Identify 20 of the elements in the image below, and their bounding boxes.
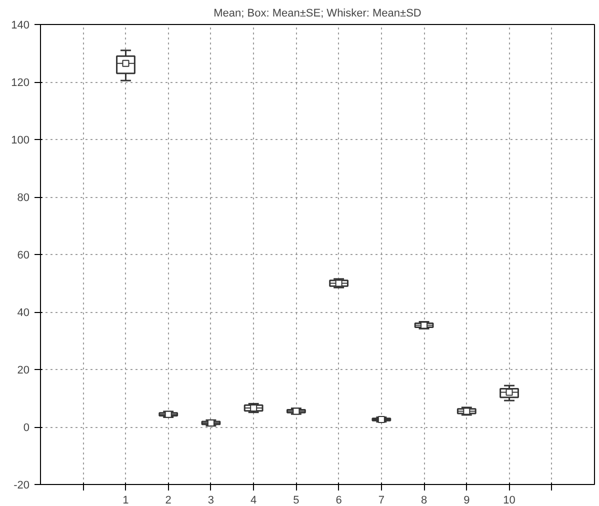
x-tick-label: 7 — [378, 494, 384, 506]
y-tick-label: 140 — [11, 20, 30, 32]
x-tick-label: 2 — [165, 494, 172, 506]
x-tick-label: 9 — [464, 494, 470, 506]
x-tick-label: 10 — [503, 494, 516, 506]
y-tick-label: 100 — [11, 134, 30, 146]
x-tick-label: 4 — [250, 494, 257, 506]
y-tick-label: 80 — [17, 192, 30, 204]
x-tick-label: 3 — [208, 494, 214, 506]
y-tick-label: 40 — [17, 307, 30, 319]
x-tick-label: 5 — [293, 494, 300, 506]
y-tick-label: -20 — [14, 480, 30, 492]
x-tick-label: 1 — [122, 494, 129, 506]
y-tick-label: 0 — [23, 422, 30, 434]
x-tick-label: 6 — [336, 494, 342, 506]
y-tick-label: 60 — [17, 250, 30, 262]
y-tick-label: 20 — [17, 364, 30, 376]
x-tick-label: 8 — [420, 494, 428, 506]
chart-title: Mean; Box: Mean±SE; Whisker: Mean±SD — [214, 8, 422, 20]
y-tick-label: 120 — [11, 77, 30, 89]
